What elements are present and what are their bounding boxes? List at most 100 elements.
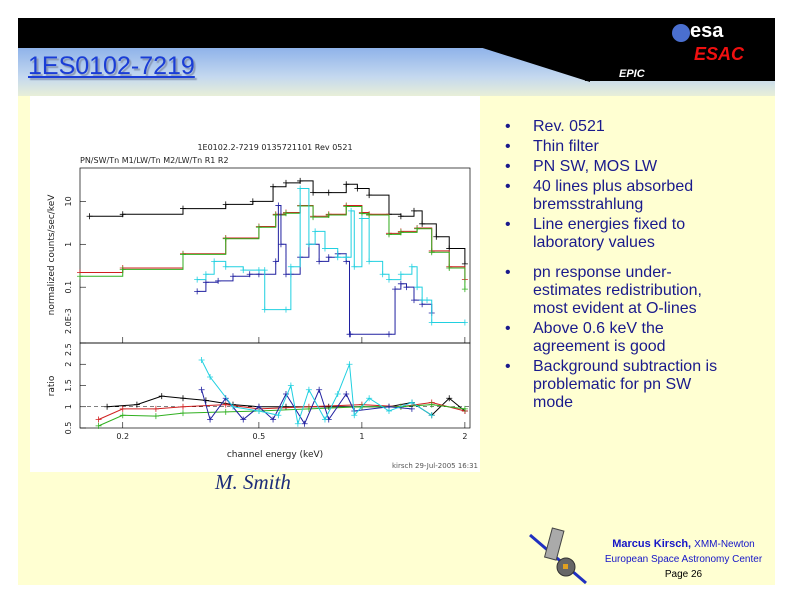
chart-title: 1E0102.2-7219 0135721101 Rev 0521	[197, 143, 352, 152]
spectrum-point-mos2	[272, 212, 279, 219]
spectrum-point-mos2	[397, 229, 404, 236]
bullet-item: PN SW, MOS LW	[505, 158, 735, 176]
spectrum-point-pn	[297, 177, 304, 184]
spectrum-point-mos2	[255, 224, 262, 231]
spectrum-point-rgs2	[321, 245, 328, 252]
bullet-item: Thin filter	[505, 138, 735, 156]
plot-frame-top	[79, 167, 471, 344]
spectrum-point-rgs2	[348, 207, 355, 214]
bullet-item: Background subtraction is problematic fo…	[505, 358, 735, 412]
ratio-point-mos2	[95, 422, 102, 429]
spectrum-point-rgs1	[246, 271, 253, 278]
bullet-item: Above 0.6 keV the agreement is good	[505, 320, 735, 356]
x-tick-label: 0.5	[253, 432, 266, 441]
spectrum-point-pn	[119, 211, 126, 218]
spectrum-point-rgs2	[211, 258, 218, 265]
ratio-point-pn	[158, 393, 165, 400]
ratio-point-mos2	[179, 410, 186, 417]
esa-globe-icon	[672, 24, 690, 42]
spectrum-point-mos2	[282, 210, 289, 217]
ratio-point-rgs2	[294, 420, 301, 427]
ratio-point-mos1	[152, 405, 159, 412]
spectrum-point-rgs2	[408, 263, 415, 270]
spectrum-point-rgs1	[316, 258, 323, 265]
spectrum-point-pn	[397, 213, 404, 220]
spectrum-point-pn	[366, 192, 373, 199]
spectrum-point-rgs2	[366, 258, 373, 265]
spectrum-point-pn	[343, 181, 350, 188]
spectrum-point-mos2	[446, 265, 453, 272]
x-tick-label: 1	[359, 432, 364, 441]
spectrum-point-rgs1	[392, 286, 399, 293]
ratio-point-pn	[133, 401, 140, 408]
ratio-point-rgs1	[198, 386, 205, 393]
ratio-point-rgs2	[229, 403, 236, 410]
ratio-point-pn	[202, 397, 209, 404]
spectrum-point-rgs2	[255, 267, 262, 274]
spectrum-point-rgs2	[305, 241, 312, 248]
spectrum-point-rgs1	[229, 273, 236, 280]
ratio-point-rgs1	[240, 416, 247, 423]
ratio-point-pn	[104, 403, 111, 410]
ratio-point-mos1	[222, 401, 229, 408]
spectrum-point-rgs1	[325, 254, 332, 261]
ratio-point-rgs2	[305, 386, 312, 393]
spectrum-point-mos2	[325, 212, 332, 219]
spectrum-point-rgs2	[334, 254, 341, 261]
y-tick-label: 0.1	[64, 281, 73, 294]
ratio-point-rgs2	[207, 374, 214, 380]
spectrum-point-rgs1	[202, 279, 209, 286]
y-axis-label-bottom: ratio	[47, 375, 57, 396]
spectrum-point-pn	[249, 198, 256, 205]
spectrum-point-rgs1	[410, 297, 417, 304]
x-tick-label: 2	[462, 432, 467, 441]
ratio-point-mos2	[461, 405, 468, 412]
spectrum-point-pn	[86, 213, 93, 220]
credit: M. Smith	[215, 470, 291, 494]
esac-logo: ESAC	[694, 44, 745, 64]
spectrum-point-rgs1	[277, 241, 284, 248]
esa-logo: esa	[690, 20, 724, 42]
spectrum-point-rgs1	[385, 331, 392, 338]
ratio-point-rgs2	[198, 357, 205, 363]
spectrum-point-mos2	[77, 273, 83, 280]
spectrum-point-mos2	[428, 249, 435, 256]
ratio-point-rgs1	[301, 420, 308, 427]
spectrum-point-pn	[461, 260, 468, 267]
ratio-point-mos1	[179, 403, 186, 410]
spectrum-point-pn	[282, 179, 289, 186]
spectrum-point-pn	[433, 233, 440, 240]
spectrum-point-rgs2	[379, 271, 386, 278]
footer-author: Marcus Kirsch,	[612, 538, 692, 550]
bullet-item: Rev. 0521	[505, 118, 735, 136]
spectrum-point-rgs2	[261, 306, 268, 313]
y-tick-label: 10	[64, 196, 73, 206]
ratio-point-rgs2	[351, 412, 358, 419]
spectrum-point-rgs2	[240, 267, 247, 274]
spectrum-point-mos2	[119, 266, 126, 273]
y-tick-label: 0.5	[64, 422, 73, 435]
page-number: Page 26	[664, 569, 703, 580]
spectrum-point-pn	[354, 185, 361, 192]
bullet-item: 40 lines plus absorbed bremsstrahlung	[505, 178, 735, 214]
ratio-point-rgs1	[270, 416, 277, 423]
xmm-satellite-icon	[529, 527, 587, 585]
spectrum-point-mos2	[461, 286, 468, 293]
header-wedge	[470, 44, 590, 82]
ratio-point-mos1	[119, 405, 126, 412]
slide-title: 1ES0102-7219	[28, 52, 195, 80]
y-tick-label: 2.5	[64, 343, 73, 356]
spectrum-line-rgs2	[197, 187, 465, 324]
ratio-line-mos1	[98, 401, 466, 420]
spectrum-line-rgs1	[197, 205, 433, 335]
spectrum-point-pn	[410, 207, 417, 214]
ratio-point-pn	[179, 395, 186, 402]
ratio-point-rgs1	[316, 386, 323, 393]
spectrum-point-rgs1	[347, 331, 354, 338]
ratio-point-rgs1	[408, 405, 415, 412]
spectrum-point-rgs2	[461, 319, 468, 326]
ratio-point-rgs1	[207, 416, 214, 423]
spectrum-point-rgs2	[428, 319, 435, 326]
spectrum-point-rgs2	[297, 185, 304, 192]
